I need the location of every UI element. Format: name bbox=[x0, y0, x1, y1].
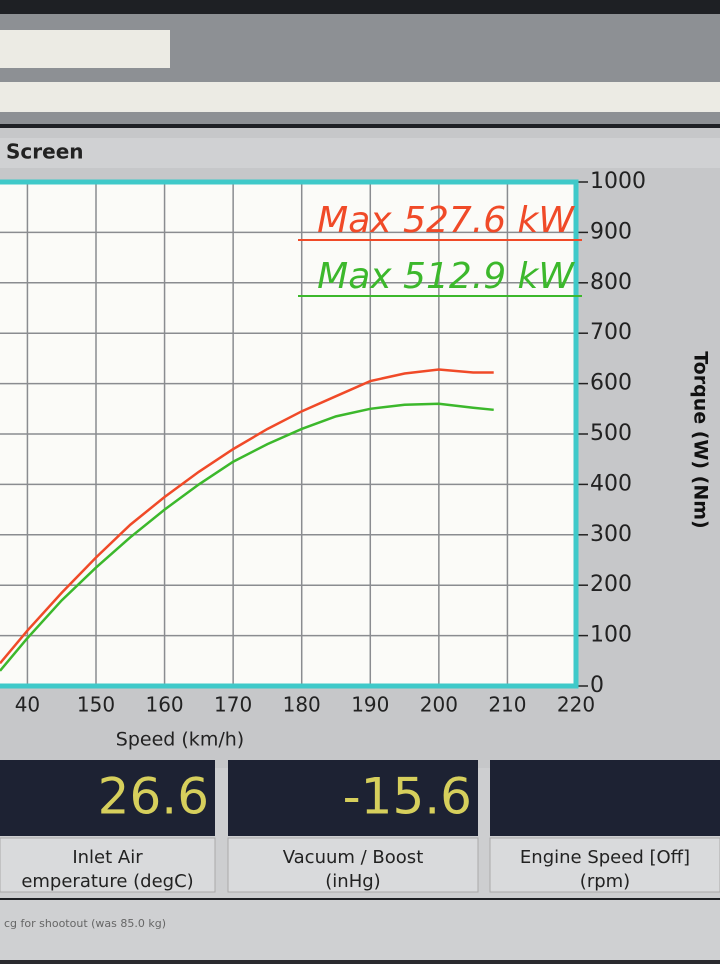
gauge-display bbox=[0, 760, 215, 836]
y-tick-label: 300 bbox=[590, 522, 632, 547]
x-tick-label: 210 bbox=[488, 693, 526, 717]
x-tick-label: 170 bbox=[214, 693, 252, 717]
x-tick-label: 150 bbox=[77, 693, 115, 717]
status-bar bbox=[0, 900, 720, 960]
title-bar bbox=[0, 138, 720, 168]
text-field[interactable] bbox=[0, 82, 720, 112]
gauge-label: Vacuum / Boost bbox=[283, 847, 424, 868]
plot-border bbox=[0, 179, 579, 689]
x-tick-label: 40 bbox=[15, 693, 40, 717]
gauges: 26.6 Inlet Air emperature (degC) -15.6 Vacuu… bbox=[0, 760, 720, 893]
y-tick-label: 500 bbox=[590, 421, 632, 446]
legend-entry: Max 512.9 kW bbox=[317, 256, 575, 297]
gauge-display bbox=[228, 760, 478, 836]
y-tick-label: 100 bbox=[590, 623, 632, 648]
y-axis-label: Torque (W) (Nm) bbox=[690, 351, 712, 529]
gauge-label: emperature (degC) bbox=[21, 871, 193, 892]
gauge-label-box bbox=[227, 837, 479, 893]
x-tick-label: 160 bbox=[145, 693, 183, 717]
gauge-label: (inHg) bbox=[325, 871, 380, 892]
x-tick-label: 220 bbox=[557, 693, 595, 717]
gauge-label: Inlet Air bbox=[72, 847, 143, 868]
gauge-value: -15.6 bbox=[343, 768, 472, 826]
series-line bbox=[0, 368, 494, 665]
legend-entry: Max 527.6 kW bbox=[317, 200, 575, 241]
x-tick-label: 190 bbox=[351, 693, 389, 717]
y-tick-label: 700 bbox=[590, 320, 632, 345]
y-tick-label: 400 bbox=[590, 471, 632, 496]
y-tick-label: 900 bbox=[590, 219, 632, 244]
x-tick-label: 180 bbox=[283, 693, 321, 717]
series-line bbox=[0, 402, 494, 672]
text-field[interactable] bbox=[0, 30, 170, 68]
y-tick-label: 600 bbox=[590, 371, 632, 396]
y-tick-label: 1000 bbox=[590, 169, 646, 194]
x-axis-label: Speed (km/h) bbox=[116, 729, 244, 751]
y-tick-label: 200 bbox=[590, 572, 632, 597]
footer-note: cg for shootout (was 85.0 kg) bbox=[4, 917, 166, 930]
gauge-value: 26.6 bbox=[98, 768, 209, 826]
y-tick-label: 800 bbox=[590, 270, 632, 295]
gauge-display bbox=[490, 760, 720, 836]
y-tick-label: 0 bbox=[590, 673, 604, 698]
gauge-label: (rpm) bbox=[580, 871, 630, 892]
window-title: Screen bbox=[6, 140, 84, 164]
x-tick-label: 200 bbox=[420, 693, 458, 717]
gauge-label: Engine Speed [Off] bbox=[520, 847, 690, 868]
gauge-label-box bbox=[0, 837, 216, 893]
gauge-label-box bbox=[489, 837, 720, 893]
